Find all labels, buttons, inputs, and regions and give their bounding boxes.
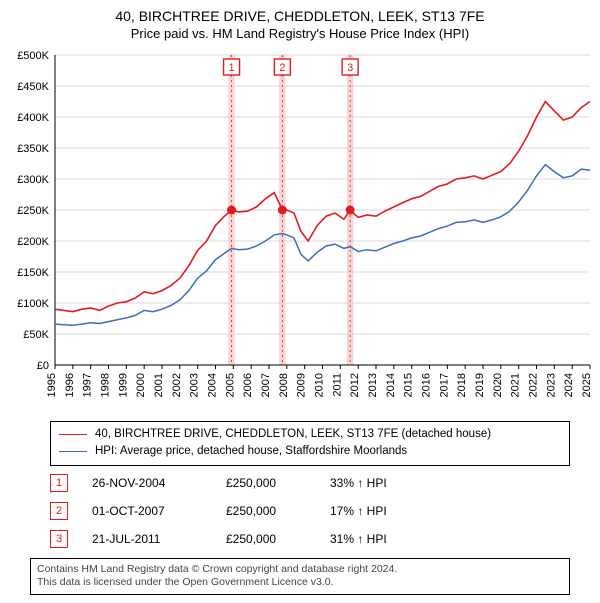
y-tick-label: £150K — [17, 267, 49, 279]
x-tick-label: 2025 — [581, 373, 593, 397]
x-tick-label: 2007 — [260, 373, 272, 397]
y-tick-label: £250K — [17, 205, 49, 217]
event-marker — [227, 206, 236, 215]
x-tick-label: 2008 — [278, 373, 290, 397]
x-tick-label: 2002 — [171, 373, 183, 397]
y-tick-label: £300K — [17, 174, 49, 186]
y-tick-label: £200K — [17, 236, 49, 248]
event-date-3: 21-JUL-2011 — [92, 532, 202, 546]
event-row-3: 3 21-JUL-2011 £250,000 31% ↑ HPI — [50, 530, 570, 548]
event-row-1: 1 26-NOV-2004 £250,000 33% ↑ HPI — [50, 474, 570, 492]
x-tick-label: 2021 — [510, 373, 522, 397]
x-tick-label: 2013 — [367, 373, 379, 397]
chart-title-line1: 40, BIRCHTREE DRIVE, CHEDDLETON, LEEK, S… — [10, 8, 590, 24]
x-tick-label: 2015 — [403, 373, 415, 397]
x-tick-label: 2020 — [492, 373, 504, 397]
x-tick-label: 2024 — [563, 373, 575, 397]
event-badge-2: 2 — [50, 502, 68, 520]
event-price-1: £250,000 — [226, 476, 306, 490]
x-tick-label: 2010 — [314, 373, 326, 397]
x-tick-label: 2011 — [331, 373, 343, 397]
x-tick-label: 2017 — [438, 373, 450, 397]
x-tick-label: 2019 — [474, 373, 486, 397]
footer-note: Contains HM Land Registry data © Crown c… — [30, 558, 570, 595]
x-tick-label: 1997 — [82, 373, 94, 397]
x-tick-label: 2022 — [528, 373, 540, 397]
event-badge-number: 3 — [347, 62, 353, 74]
y-tick-label: £100K — [17, 298, 49, 310]
event-date-2: 01-OCT-2007 — [92, 504, 202, 518]
x-tick-label: 2006 — [242, 373, 254, 397]
legend-label-hpi: HPI: Average price, detached house, Staf… — [95, 443, 407, 460]
event-row-2: 2 01-OCT-2007 £250,000 17% ↑ HPI — [50, 502, 570, 520]
y-tick-label: £450K — [17, 81, 49, 93]
series-property — [55, 102, 590, 312]
footer-line2: This data is licensed under the Open Gov… — [37, 576, 563, 590]
y-tick-label: £50K — [23, 329, 49, 341]
event-marker — [278, 206, 287, 215]
y-tick-label: £350K — [17, 143, 49, 155]
legend-item-property: 40, BIRCHTREE DRIVE, CHEDDLETON, LEEK, S… — [59, 426, 561, 443]
y-tick-label: £0 — [37, 360, 49, 372]
series-hpi — [55, 165, 590, 326]
event-badge-number: 2 — [279, 62, 285, 74]
event-price-2: £250,000 — [226, 504, 306, 518]
x-tick-label: 1999 — [117, 373, 129, 397]
chart-svg: £0 £50K £100K £150K £200K £250K £300K £350K £400… — [0, 45, 600, 415]
chart-title-line2: Price paid vs. HM Land Registry's House … — [10, 26, 590, 41]
x-tick-label: 2005 — [224, 373, 236, 397]
x-tick-label: 2004 — [207, 373, 219, 397]
x-tick-label: 2014 — [385, 373, 397, 397]
x-tick-label: 2001 — [153, 373, 165, 397]
legend-item-hpi: HPI: Average price, detached house, Staf… — [59, 443, 561, 460]
y-tick-label: £500K — [17, 50, 49, 62]
chart-area: £0 £50K £100K £150K £200K £250K £300K £350K £400… — [0, 45, 600, 415]
x-tick-label: 2000 — [135, 373, 147, 397]
legend-swatch-property — [59, 434, 87, 435]
event-marker — [346, 206, 355, 215]
event-badge-1: 1 — [50, 474, 68, 492]
x-tick-label: 2009 — [296, 373, 308, 397]
x-tick-label: 2016 — [421, 373, 433, 397]
x-tick-label: 1996 — [64, 373, 76, 397]
legend-box: 40, BIRCHTREE DRIVE, CHEDDLETON, LEEK, S… — [50, 421, 570, 466]
chart-title-block: 40, BIRCHTREE DRIVE, CHEDDLETON, LEEK, S… — [0, 0, 600, 45]
event-delta-2: 17% ↑ HPI — [330, 504, 387, 518]
event-date-1: 26-NOV-2004 — [92, 476, 202, 490]
legend-label-property: 40, BIRCHTREE DRIVE, CHEDDLETON, LEEK, S… — [95, 426, 491, 443]
x-tick-label: 1998 — [100, 373, 112, 397]
y-tick-label: £400K — [17, 112, 49, 124]
x-tick-label: 2003 — [189, 373, 201, 397]
legend-swatch-hpi — [59, 451, 87, 452]
x-tick-label: 2018 — [456, 373, 468, 397]
event-price-3: £250,000 — [226, 532, 306, 546]
footer-line1: Contains HM Land Registry data © Crown c… — [37, 563, 563, 577]
events-table: 1 26-NOV-2004 £250,000 33% ↑ HPI 2 01-OC… — [50, 474, 570, 548]
x-tick-label: 2023 — [545, 373, 557, 397]
x-tick-label: 1995 — [46, 373, 58, 397]
event-delta-3: 31% ↑ HPI — [330, 532, 387, 546]
event-delta-1: 33% ↑ HPI — [330, 476, 387, 490]
event-badge-number: 1 — [228, 62, 234, 74]
x-tick-label: 2012 — [349, 373, 361, 397]
event-badge-3: 3 — [50, 530, 68, 548]
